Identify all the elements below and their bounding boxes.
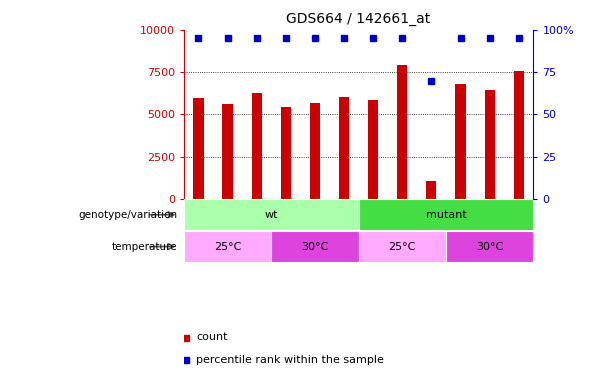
Text: GSM21861: GSM21861 [402,211,411,261]
Text: 25°C: 25°C [214,242,242,252]
Text: 30°C: 30°C [302,242,329,252]
Text: 25°C: 25°C [389,242,416,252]
Text: GSM21863: GSM21863 [460,211,470,261]
Text: GSM21862: GSM21862 [432,211,440,261]
Text: GSM21860: GSM21860 [373,211,382,261]
Bar [368,100,378,199]
Text: GSM21870: GSM21870 [490,211,498,261]
FancyBboxPatch shape [504,202,533,262]
Bar [251,93,262,199]
FancyBboxPatch shape [359,202,388,262]
FancyBboxPatch shape [300,202,330,262]
Text: count: count [197,333,228,342]
Title: GDS664 / 142661_at: GDS664 / 142661_at [286,12,431,26]
FancyBboxPatch shape [446,202,475,262]
Bar [223,104,233,199]
FancyBboxPatch shape [272,231,359,262]
FancyBboxPatch shape [242,202,272,262]
FancyBboxPatch shape [272,202,300,262]
Text: GSM21869: GSM21869 [344,211,353,261]
FancyBboxPatch shape [213,202,242,262]
Text: GSM21871: GSM21871 [519,211,528,261]
Text: GSM21866: GSM21866 [257,211,265,261]
FancyBboxPatch shape [417,202,446,262]
Text: percentile rank within the sample: percentile rank within the sample [197,355,384,365]
FancyBboxPatch shape [359,200,533,230]
Text: GSM21867: GSM21867 [286,211,295,261]
Text: genotype/variation: genotype/variation [78,210,178,220]
FancyBboxPatch shape [184,231,272,262]
FancyBboxPatch shape [330,202,359,262]
Bar [339,97,349,199]
Bar [281,107,291,199]
Bar [310,104,320,199]
Text: wt: wt [264,210,278,220]
Bar [455,84,466,199]
Bar [484,90,495,199]
Text: temperature: temperature [112,242,178,252]
FancyBboxPatch shape [184,200,359,230]
Text: mutant: mutant [425,210,466,220]
Bar [397,65,408,199]
Text: GSM21864: GSM21864 [199,211,207,261]
Bar [426,181,436,199]
FancyBboxPatch shape [184,202,213,262]
FancyBboxPatch shape [475,202,504,262]
FancyBboxPatch shape [359,231,446,262]
Bar [193,98,204,199]
Text: 30°C: 30°C [476,242,503,252]
Text: GSM21868: GSM21868 [315,211,324,261]
FancyBboxPatch shape [446,231,533,262]
Text: GSM21865: GSM21865 [227,211,237,261]
FancyBboxPatch shape [388,202,417,262]
Bar [514,71,524,199]
